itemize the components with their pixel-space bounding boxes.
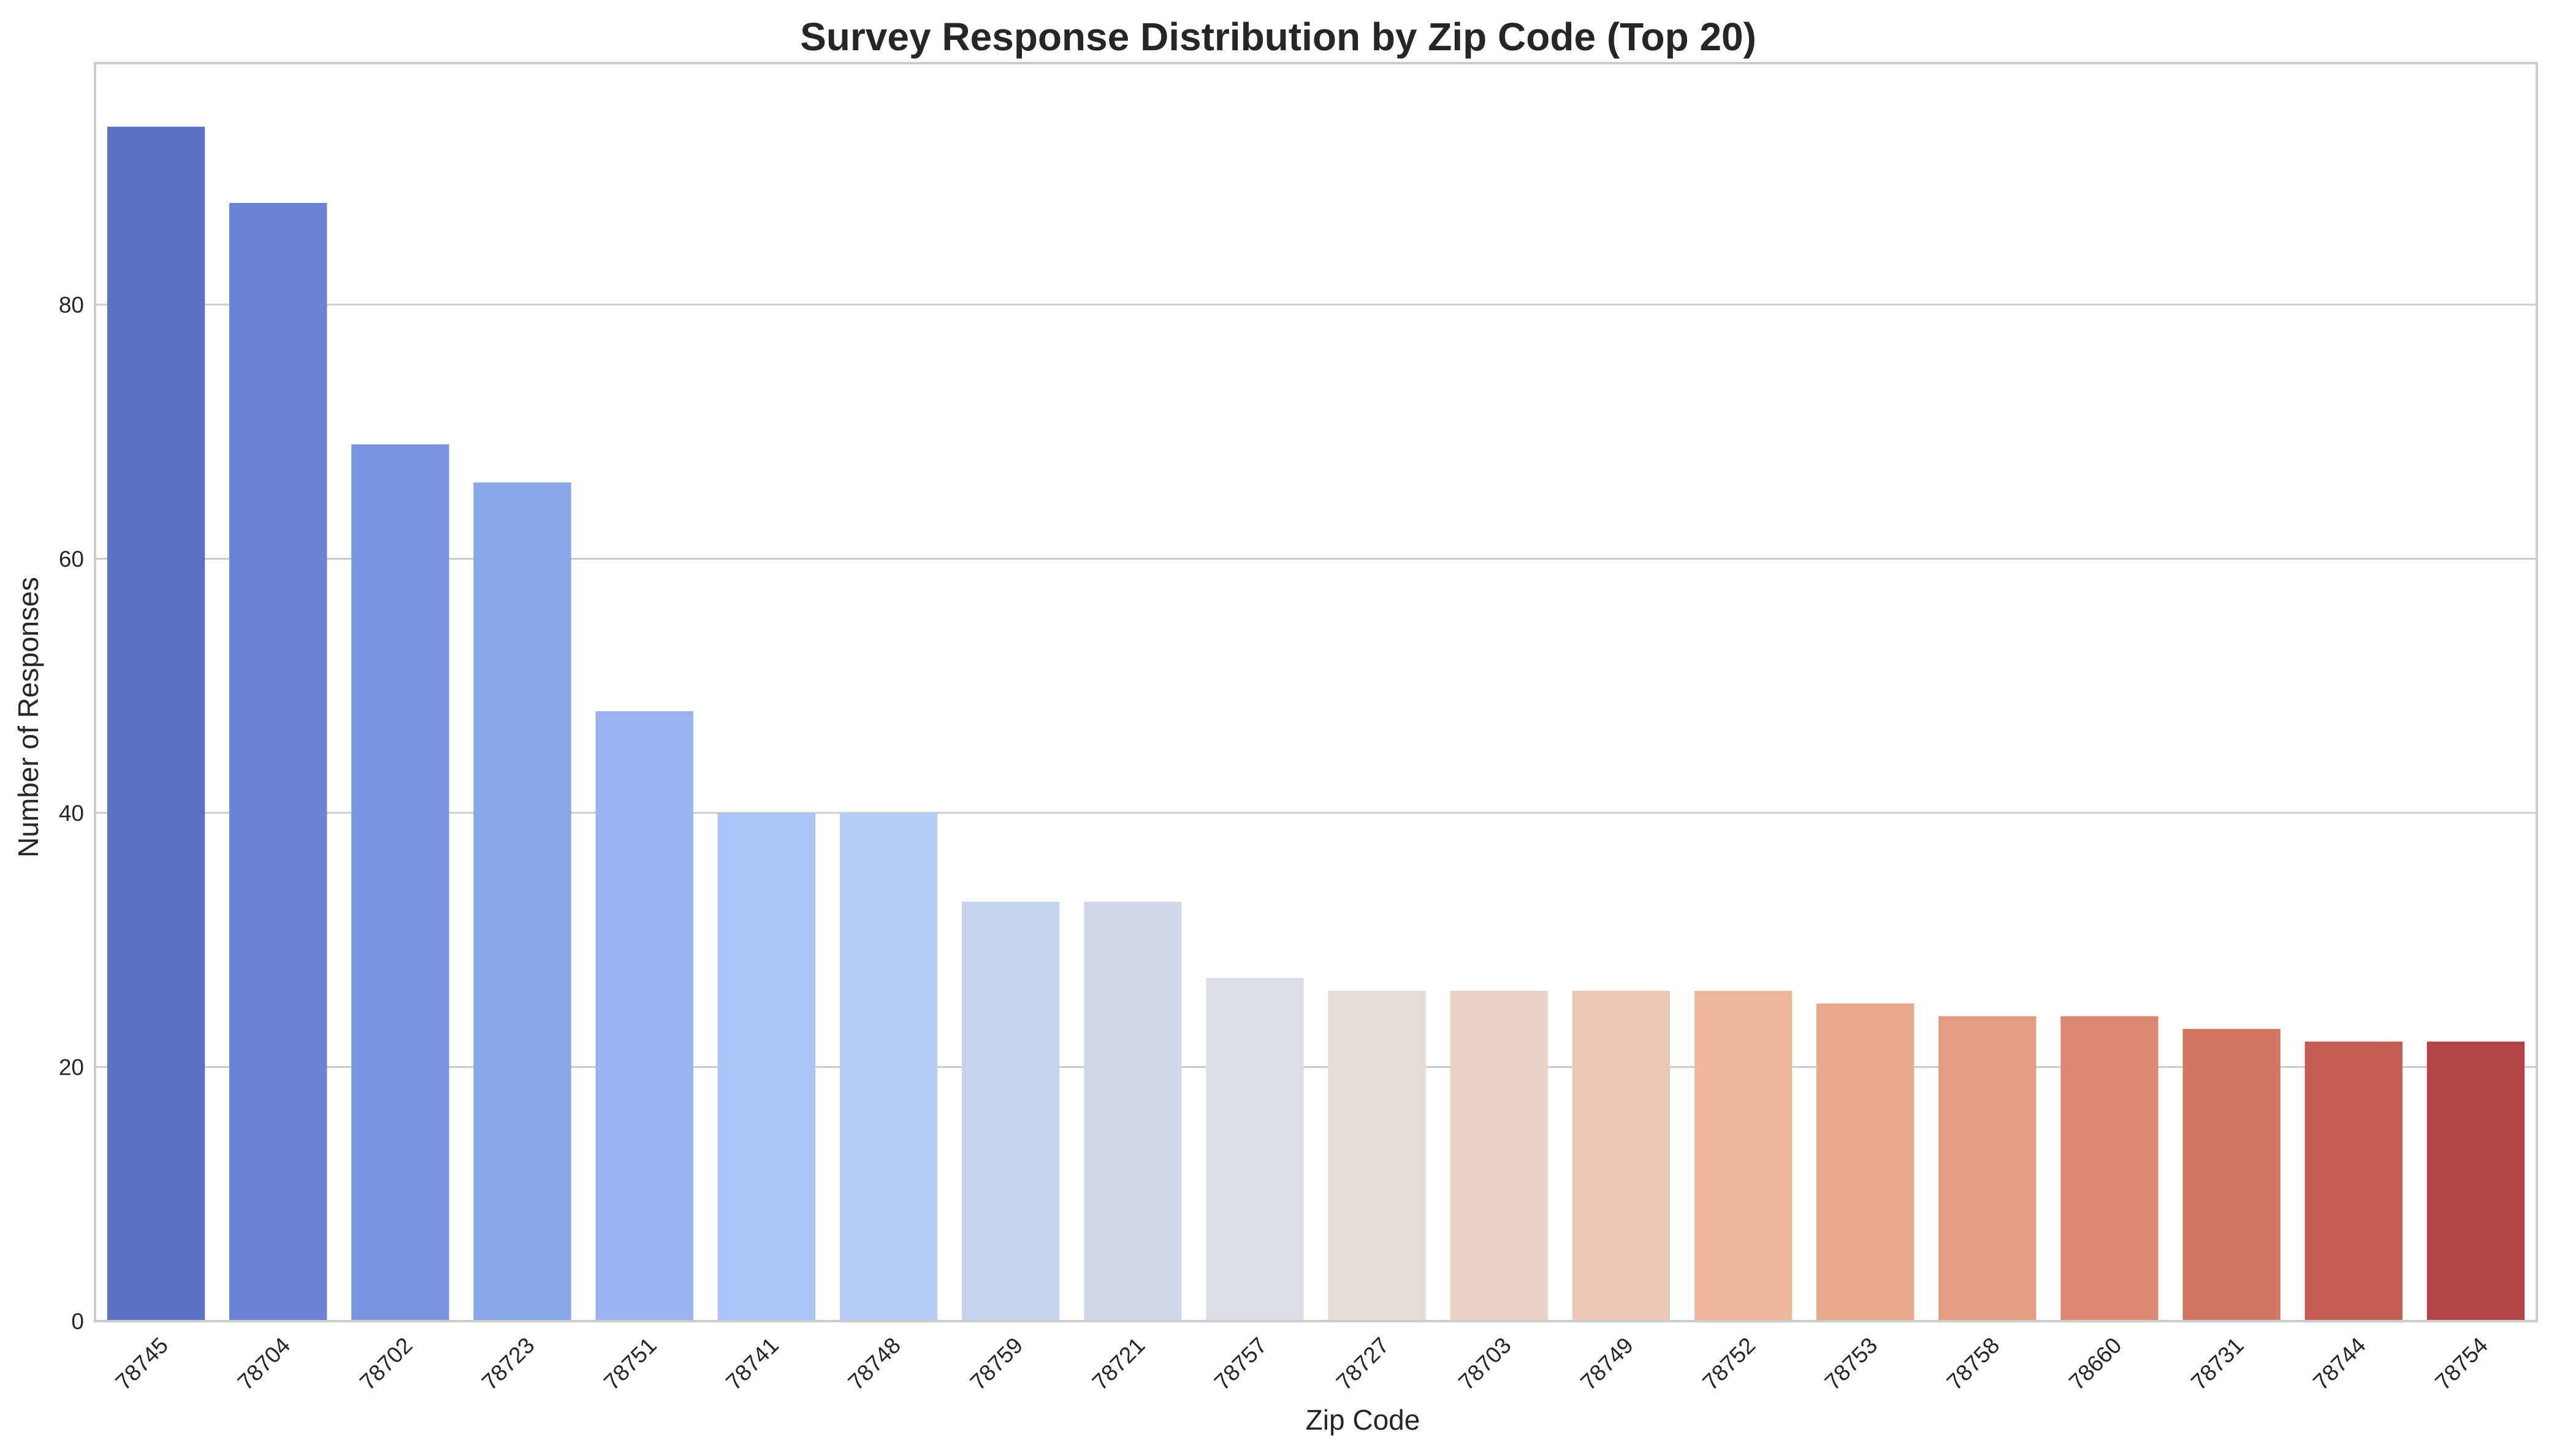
x-tick-label: 78753 — [1820, 1333, 1883, 1395]
x-tick-labels: 78745 78704 78702 78723 78751 78741 78748 78759… — [110, 1333, 2493, 1395]
bar-78727 — [1328, 991, 1426, 1321]
bars — [107, 126, 2525, 1322]
plot-frame — [94, 62, 2538, 1322]
x-tick-label: 78749 — [1576, 1333, 1638, 1395]
bar-78703 — [1450, 991, 1548, 1321]
y-tick-labels: 0 20 40 60 80 — [59, 292, 84, 1334]
x-tick-label: 78727 — [1332, 1333, 1394, 1395]
bar-78745 — [107, 126, 205, 1322]
x-tick-label: 78757 — [1210, 1333, 1272, 1395]
y-tick-label: 0 — [71, 1309, 84, 1334]
x-tick-label: 78758 — [1942, 1333, 2005, 1395]
x-tick-label: 78741 — [721, 1333, 783, 1395]
y-tick-label: 80 — [59, 292, 84, 318]
x-tick-label: 78752 — [1698, 1333, 1760, 1395]
bar-78741 — [717, 812, 815, 1321]
x-tick-label: 78731 — [2186, 1333, 2249, 1395]
bar-78752 — [1694, 991, 1793, 1321]
x-tick-label: 78660 — [2064, 1333, 2127, 1395]
bar-78751 — [595, 711, 693, 1321]
y-tick-label: 60 — [59, 546, 84, 571]
bar-78748 — [839, 812, 938, 1321]
bar-78758 — [1938, 1016, 2037, 1321]
bar-78759 — [961, 902, 1060, 1321]
x-tick-label: 78723 — [477, 1333, 539, 1395]
x-tick-label: 78704 — [233, 1333, 295, 1395]
x-tick-label: 78759 — [966, 1333, 1028, 1395]
bar-78721 — [1084, 902, 1182, 1321]
x-tick-label: 78745 — [110, 1333, 173, 1395]
y-axis-label: Number of Responses — [12, 577, 44, 858]
chart-title: Survey Response Distribution by Zip Code… — [800, 15, 1756, 59]
grid-layer — [95, 303, 2537, 1068]
bar-78757 — [1206, 978, 1304, 1321]
x-tick-label: 78748 — [843, 1333, 905, 1395]
x-tick-label: 78754 — [2430, 1333, 2493, 1395]
bar-78744 — [2304, 1042, 2403, 1321]
bar-78660 — [2060, 1016, 2159, 1321]
y-tick-label: 40 — [59, 801, 84, 826]
bar-78749 — [1572, 991, 1671, 1321]
x-axis-label: Zip Code — [1306, 1404, 1420, 1436]
bar-78702 — [351, 444, 449, 1322]
x-tick-label: 78702 — [355, 1333, 417, 1395]
x-tick-label: 78721 — [1088, 1333, 1150, 1395]
x-tick-label: 78703 — [1454, 1333, 1516, 1395]
x-tick-label: 78744 — [2308, 1333, 2371, 1395]
bar-78723 — [473, 482, 571, 1321]
bar-78704 — [229, 203, 327, 1321]
bar-78754 — [2426, 1042, 2525, 1321]
x-tick-label: 78751 — [599, 1333, 661, 1395]
bar-78753 — [1816, 1003, 1915, 1321]
bar-78731 — [2182, 1029, 2281, 1321]
y-tick-label: 20 — [59, 1054, 84, 1080]
